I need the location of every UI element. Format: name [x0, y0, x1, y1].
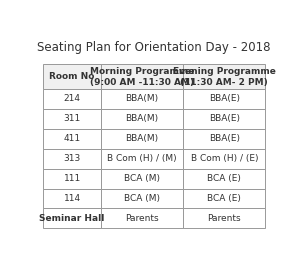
Bar: [43, 109, 101, 129]
Bar: [101, 109, 183, 129]
Text: BCA (E): BCA (E): [207, 174, 241, 183]
Text: 111: 111: [64, 174, 81, 183]
Bar: [101, 169, 183, 188]
Bar: [101, 129, 183, 149]
Bar: [43, 129, 101, 149]
Text: Parents: Parents: [125, 214, 159, 223]
Bar: [101, 64, 183, 89]
Bar: [183, 188, 266, 208]
Bar: [101, 208, 183, 228]
Text: Evening Programme
(11:30 AM- 2 PM): Evening Programme (11:30 AM- 2 PM): [173, 67, 276, 87]
Text: Seminar Hall: Seminar Hall: [40, 214, 105, 223]
Text: 311: 311: [64, 114, 81, 123]
Text: 214: 214: [64, 95, 81, 103]
Bar: [43, 188, 101, 208]
Bar: [183, 89, 266, 109]
Text: BCA (M): BCA (M): [124, 174, 160, 183]
Text: Room No: Room No: [50, 72, 95, 81]
Text: Parents: Parents: [208, 214, 241, 223]
Bar: [183, 129, 266, 149]
Bar: [101, 149, 183, 169]
Text: BBA(M): BBA(M): [126, 134, 159, 143]
Text: BBA(E): BBA(E): [209, 114, 240, 123]
Text: 411: 411: [64, 134, 81, 143]
Text: BBA(M): BBA(M): [126, 114, 159, 123]
Text: BBA(M): BBA(M): [126, 95, 159, 103]
Text: B Com (H) / (M): B Com (H) / (M): [107, 154, 177, 163]
Bar: [43, 89, 101, 109]
Text: BCA (E): BCA (E): [207, 194, 241, 203]
Text: BBA(E): BBA(E): [209, 95, 240, 103]
Text: BCA (M): BCA (M): [124, 194, 160, 203]
Text: Morning Programme
(9:00 AM -11:30 AM): Morning Programme (9:00 AM -11:30 AM): [90, 67, 194, 87]
Text: Seating Plan for Orientation Day - 2018: Seating Plan for Orientation Day - 2018: [37, 41, 271, 54]
Bar: [183, 208, 266, 228]
Bar: [101, 188, 183, 208]
Text: 313: 313: [64, 154, 81, 163]
Bar: [183, 149, 266, 169]
Bar: [183, 64, 266, 89]
Bar: [43, 64, 101, 89]
Bar: [43, 149, 101, 169]
Bar: [43, 208, 101, 228]
Text: BBA(E): BBA(E): [209, 134, 240, 143]
Bar: [101, 89, 183, 109]
Bar: [43, 169, 101, 188]
Bar: [183, 109, 266, 129]
Text: B Com (H) / (E): B Com (H) / (E): [190, 154, 258, 163]
Bar: [183, 169, 266, 188]
Text: 114: 114: [64, 194, 81, 203]
